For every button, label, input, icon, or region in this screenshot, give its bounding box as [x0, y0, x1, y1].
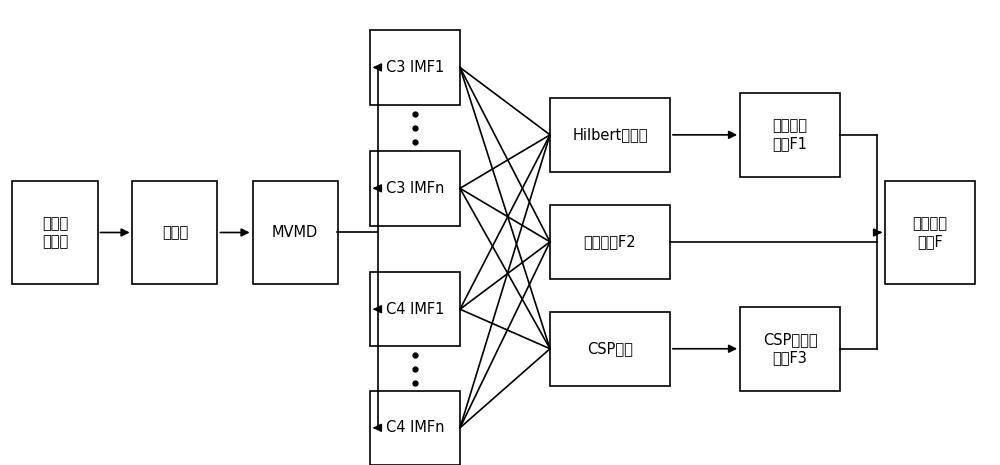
Text: CSP分解: CSP分解	[587, 341, 633, 356]
Text: 特征向量
构造F: 特征向量 构造F	[912, 216, 948, 249]
Text: MVMD: MVMD	[272, 225, 318, 240]
Text: 瞬时能量
均值F1: 瞬时能量 均值F1	[772, 119, 808, 151]
Bar	[885, 181, 975, 284]
Bar	[740, 307, 840, 391]
Text: Hilbert谱分析: Hilbert谱分析	[572, 127, 648, 142]
Bar	[370, 151, 460, 226]
Bar	[370, 272, 460, 346]
Bar	[12, 181, 98, 284]
Bar	[132, 181, 217, 284]
Bar	[740, 93, 840, 177]
Text: 多尺度熵F2: 多尺度熵F2	[584, 234, 636, 249]
Text: 预处理: 预处理	[162, 225, 188, 240]
Bar	[252, 181, 338, 284]
Text: C3 IMFn: C3 IMFn	[386, 181, 444, 196]
Text: C3 IMF1: C3 IMF1	[386, 60, 444, 75]
Text: C4 IMF1: C4 IMF1	[386, 302, 444, 317]
Bar	[370, 391, 460, 465]
Text: 原始脑
电信号: 原始脑 电信号	[42, 216, 68, 249]
Text: C4 IMFn: C4 IMFn	[386, 420, 444, 435]
Bar	[550, 205, 670, 279]
Text: CSP的方差
向量F3: CSP的方差 向量F3	[763, 332, 817, 365]
Bar	[370, 30, 460, 105]
Bar	[550, 98, 670, 172]
Bar	[550, 312, 670, 386]
